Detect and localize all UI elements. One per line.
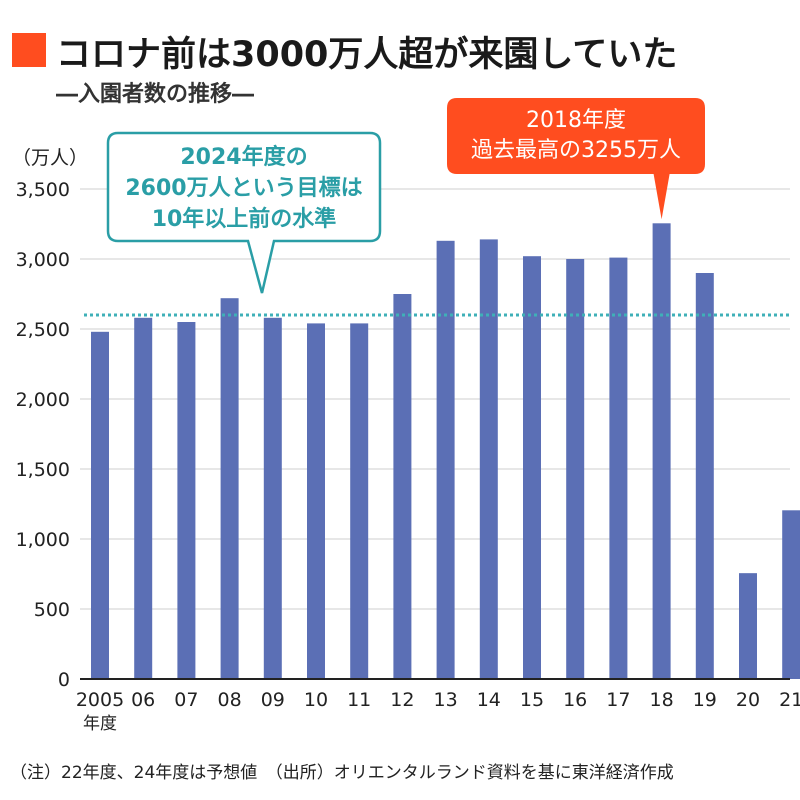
x-tick-label: 09 — [261, 689, 285, 711]
bar — [652, 223, 671, 680]
bar — [220, 298, 239, 679]
bar — [782, 510, 800, 679]
bar — [609, 257, 628, 679]
annotation-target-bubble — [106, 131, 382, 294]
bar — [91, 331, 109, 679]
annotation-peak-bubble — [447, 98, 705, 220]
bar — [177, 322, 196, 679]
bar — [134, 317, 153, 679]
y-tick-label: 1,000 — [16, 529, 70, 551]
bar — [393, 294, 412, 679]
footnote: （注）22年度、24年度は予想値 （出所）オリエンタルランド資料を基に東洋経済作… — [10, 763, 674, 783]
x-tick-label: 13 — [434, 689, 458, 711]
x-tick-label: 19 — [693, 689, 717, 711]
x-tick-label: 2005 — [76, 689, 124, 711]
x-tick-label: 07 — [174, 689, 198, 711]
y-tick-label: 1,500 — [16, 459, 70, 481]
chart-title: コロナ前は3000万人超が来園していた — [56, 35, 678, 75]
bar — [695, 273, 714, 679]
x-tick-label: 08 — [218, 689, 242, 711]
annotation-target-text: 2024年度の — [180, 144, 307, 170]
bar — [307, 323, 325, 679]
x-tick-label: 18 — [650, 689, 674, 711]
y-tick-label: 2,500 — [16, 319, 70, 341]
title-accent-square — [12, 33, 46, 67]
x-tick-label: 14 — [477, 689, 501, 711]
annotation-target-text: 10年以上前の水準 — [152, 206, 337, 232]
y-tick-label: 2,000 — [16, 389, 70, 411]
y-tick-label: 3,500 — [16, 179, 70, 201]
x-tick-sublabel: 年度 — [83, 714, 117, 734]
bar — [523, 256, 541, 679]
x-tick-label: 12 — [390, 689, 414, 711]
bar-chart: （万人） 0 500 1,000 1,500 2,000 2,500 3,000 3,500 20… — [12, 98, 800, 734]
y-tick-label: 500 — [34, 599, 70, 621]
bar — [739, 573, 757, 679]
x-tick-label: 15 — [520, 689, 544, 711]
x-tick-label: 16 — [563, 689, 587, 711]
x-tick-label: 11 — [347, 689, 371, 711]
bar — [566, 259, 585, 679]
annotation-peak-text: 過去最高の3255万人 — [471, 138, 681, 163]
bar — [263, 317, 282, 679]
bar — [350, 323, 369, 679]
bar — [479, 239, 498, 679]
y-tick-label: 0 — [58, 669, 70, 691]
x-tick-label: 21 — [779, 689, 800, 711]
annotation-peak-text: 2018年度 — [526, 108, 626, 133]
x-tick-label: 20 — [736, 689, 760, 711]
annotation-target-callout: 2024年度の 2600万人という目標は 10年以上前の水準 — [106, 131, 382, 294]
bar — [436, 240, 455, 680]
y-tick-label: 3,000 — [16, 249, 70, 271]
chart-subtitle: ―入園者数の推移― — [56, 82, 255, 107]
x-tick-label: 17 — [606, 689, 630, 711]
y-axis-unit-label: （万人） — [12, 147, 88, 169]
x-tick-label: 06 — [131, 689, 155, 711]
x-tick-label: 10 — [304, 689, 328, 711]
annotation-target-text: 2600万人という目標は — [125, 176, 362, 201]
